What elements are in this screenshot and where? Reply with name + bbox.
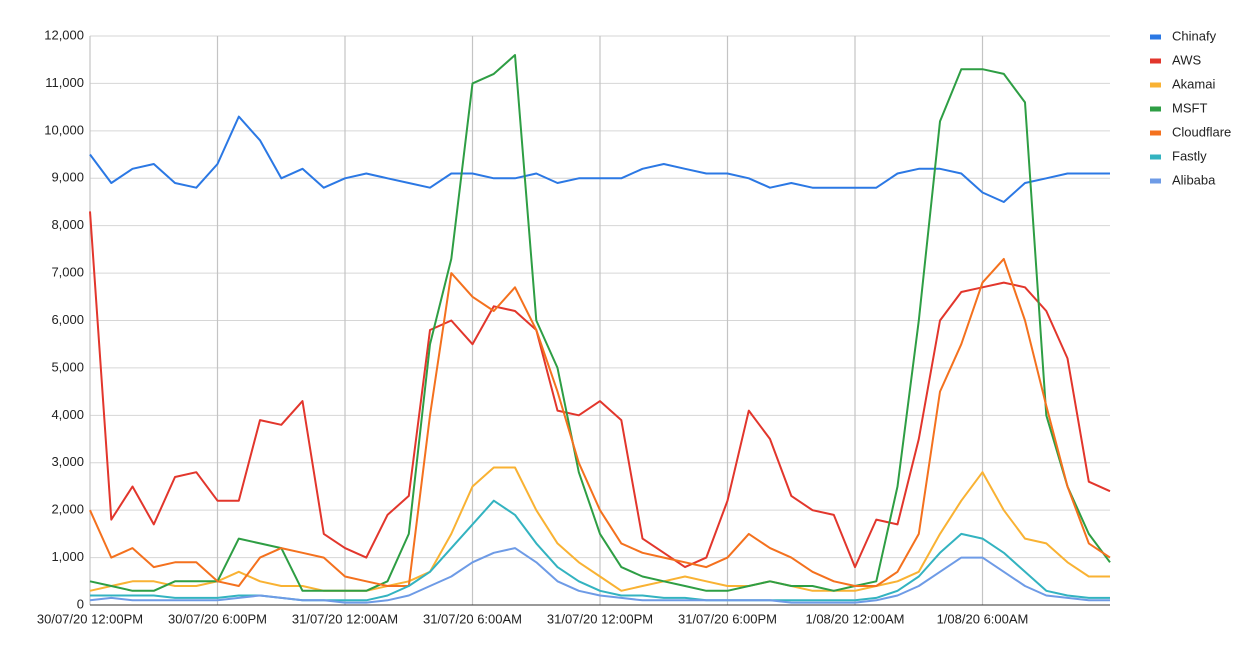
y-tick-label: 0 <box>77 596 84 611</box>
x-tick-label: 31/07/20 6:00PM <box>678 611 777 626</box>
y-tick-label: 11,000 <box>45 75 84 90</box>
series-line <box>89 466 1110 592</box>
x-tick-label: 30/07/20 6:00PM <box>168 611 267 626</box>
x-tick-label: 31/07/20 12:00PM <box>547 611 653 626</box>
series-line <box>89 257 1111 587</box>
y-tick-label: 10,000 <box>44 122 84 137</box>
y-tick-label: 3,000 <box>51 454 84 469</box>
y-tick-label: 1,000 <box>51 549 84 564</box>
y-tick-label: 5,000 <box>51 359 84 374</box>
y-tick-label: 8,000 <box>51 217 84 232</box>
x-tick-label: 1/08/20 12:00AM <box>805 611 904 626</box>
y-tick-label: 7,000 <box>51 265 84 280</box>
legend-label: Akamai <box>1172 76 1215 91</box>
x-tick-label: 31/07/20 12:00AM <box>292 611 398 626</box>
legend-label: AWS <box>1172 52 1201 67</box>
legend-label: Cloudflare <box>1172 124 1231 139</box>
series-line <box>89 115 1110 203</box>
series-line <box>89 54 1111 592</box>
legend-label: Fastly <box>1172 148 1207 163</box>
y-tick-label: 2,000 <box>51 502 84 517</box>
x-tick-label: 31/07/20 6:00AM <box>423 611 522 626</box>
x-tick-label: 30/07/20 12:00PM <box>37 611 143 626</box>
y-tick-label: 9,000 <box>51 170 84 185</box>
series-line <box>89 547 1110 604</box>
legend-label: Alibaba <box>1172 172 1216 187</box>
y-tick-label: 6,000 <box>51 312 84 327</box>
y-tick-label: 4,000 <box>51 407 84 422</box>
legend-label: MSFT <box>1172 100 1207 115</box>
x-tick-label: 1/08/20 6:00AM <box>937 611 1029 626</box>
y-tick-label: 12,000 <box>44 27 84 42</box>
legend-label: Chinafy <box>1172 28 1217 43</box>
series-line <box>89 211 1111 569</box>
